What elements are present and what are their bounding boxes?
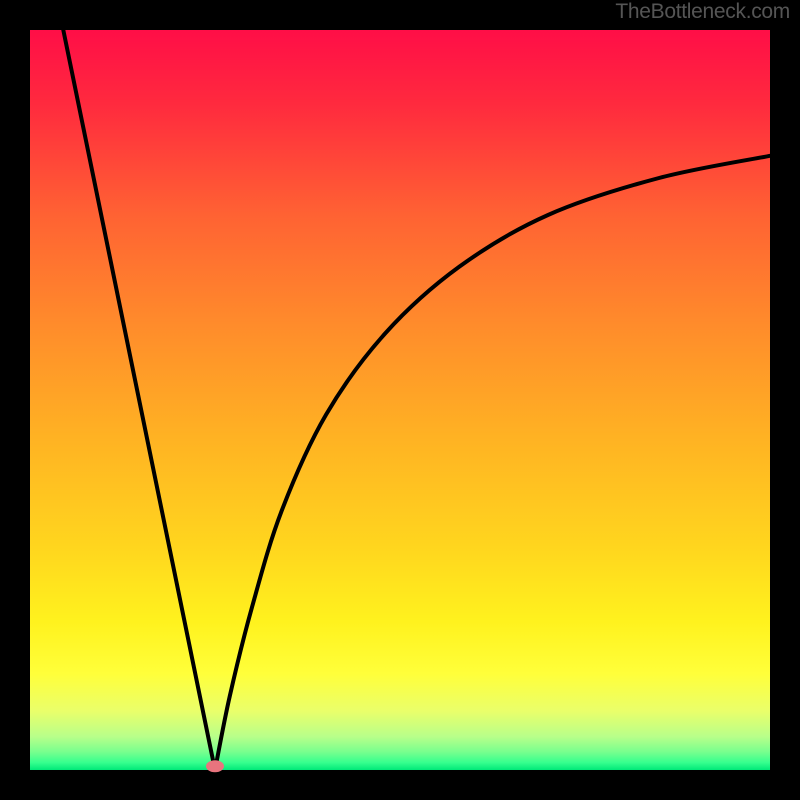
bottleneck-chart: TheBottleneck.com: [0, 0, 800, 800]
minimum-marker: [206, 760, 224, 772]
chart-svg: [0, 0, 800, 800]
watermark-text: TheBottleneck.com: [615, 0, 790, 24]
